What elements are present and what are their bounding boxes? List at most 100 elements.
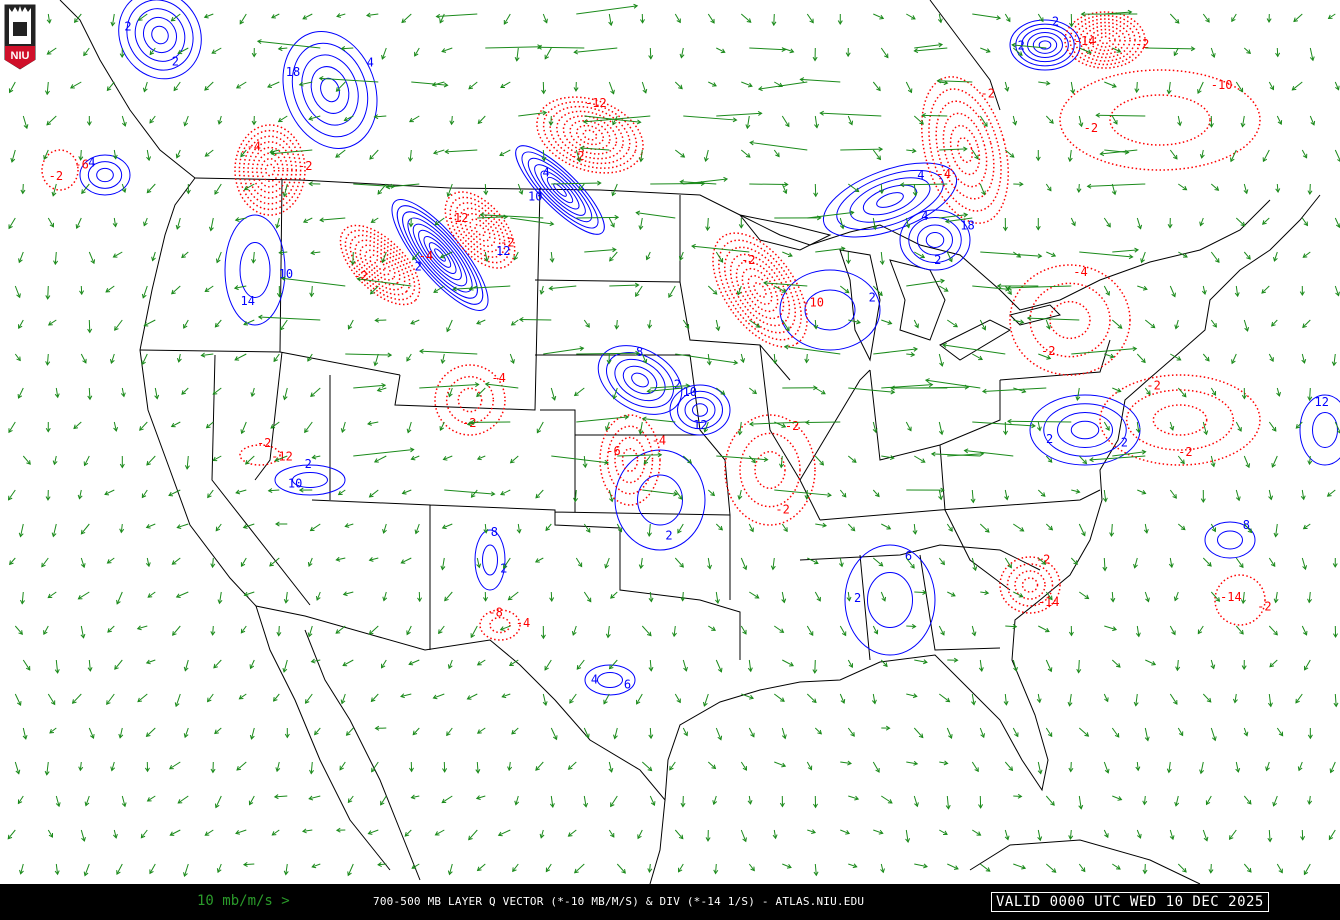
- q-vector-arrow: [1202, 421, 1209, 436]
- positive-contour-label: 14: [240, 294, 254, 308]
- q-vector-arrow: [1045, 523, 1054, 531]
- q-vector-arrow: [137, 693, 148, 703]
- q-vector-arrow: [1004, 149, 1015, 158]
- q-vector-arrow: [204, 81, 214, 91]
- q-vector-arrow: [181, 387, 189, 395]
- negative-contour-group: [1099, 374, 1261, 466]
- q-vector-arrow: [707, 489, 716, 497]
- q-vector-arrow: [881, 319, 893, 325]
- q-vector-arrow: [1210, 591, 1221, 602]
- q-vector-arrow: [945, 795, 951, 810]
- q-vector-arrow: [181, 251, 189, 259]
- positive-contour: [391, 199, 489, 311]
- positive-contour: [224, 214, 286, 326]
- q-vector-arrow: [1136, 353, 1146, 364]
- q-vector-arrow: [365, 12, 379, 18]
- q-vector-arrow: [374, 725, 387, 731]
- q-vector-arrow: [47, 217, 54, 228]
- q-vector-arrow: [1004, 557, 1012, 569]
- positive-contour: [692, 403, 708, 417]
- q-vector-arrow: [112, 251, 123, 258]
- q-vector-arrow: [442, 761, 448, 773]
- q-vector-arrow: [475, 795, 486, 800]
- q-vector-arrow: [183, 115, 189, 127]
- q-vector-arrow: [240, 421, 247, 435]
- negative-contour-label: -2: [49, 169, 63, 183]
- q-vector-arrow: [905, 557, 915, 569]
- q-vector-arrow: [483, 591, 488, 602]
- q-vector-arrow: [1276, 115, 1283, 125]
- q-vector-arrow: [748, 523, 754, 533]
- negative-contour: [449, 196, 511, 264]
- positive-contour: [142, 16, 178, 54]
- q-vector-arrow: [406, 625, 412, 636]
- q-vector-arrow: [972, 421, 1036, 429]
- q-vector-arrow: [283, 863, 289, 876]
- q-vector-arrow: [1309, 115, 1316, 126]
- q-vector-arrow: [1265, 761, 1270, 772]
- negative-contour: [354, 239, 406, 291]
- positive-contour-group: [822, 162, 958, 238]
- q-vector-arrow: [880, 47, 889, 59]
- q-vector-arrow: [1068, 761, 1074, 773]
- q-vector-arrow: [740, 625, 747, 635]
- q-vector-arrow: [1012, 659, 1018, 672]
- q-vector-arrow: [1012, 115, 1018, 126]
- q-vector-arrow: [310, 387, 321, 398]
- positive-contour-group: [79, 154, 131, 196]
- q-vector-arrow: [605, 421, 610, 432]
- q-vector-arrow: [8, 81, 16, 94]
- q-vector-arrow: [584, 247, 617, 253]
- q-vector-arrow: [648, 591, 654, 603]
- q-vector-arrow: [1268, 625, 1278, 636]
- q-vector-arrow: [353, 382, 387, 389]
- q-vector-arrow: [204, 149, 214, 157]
- positive-contour: [1009, 19, 1081, 71]
- q-vector-arrow: [408, 659, 420, 666]
- q-vector-arrow: [401, 13, 412, 24]
- q-vector-arrow: [839, 489, 847, 498]
- q-vector-arrow: [1173, 47, 1179, 57]
- q-vector-arrow: [1036, 421, 1042, 432]
- q-vector-arrow: [1199, 217, 1204, 227]
- negative-contour: [575, 124, 605, 146]
- q-vector-arrow: [1269, 659, 1278, 668]
- positive-contour: [908, 217, 962, 263]
- q-vector-arrow: [573, 47, 618, 55]
- negative-contour: [542, 101, 638, 169]
- q-vector-arrow: [14, 353, 21, 362]
- negative-contour-group: [239, 444, 281, 466]
- negative-contour: [582, 129, 598, 141]
- q-vector-arrow: [1210, 319, 1217, 328]
- q-vector-arrow: [635, 285, 643, 298]
- q-vector-arrow: [1112, 863, 1121, 870]
- q-vector-arrow: [1112, 247, 1139, 253]
- q-vector-arrow: [272, 693, 280, 702]
- q-vector-arrow: [283, 591, 289, 604]
- q-vector-arrow: [1234, 285, 1240, 298]
- q-vector-arrow: [47, 829, 54, 838]
- q-vector-arrow: [243, 591, 255, 597]
- geographic-borders: [59, 0, 1321, 885]
- q-vector-arrow: [1045, 795, 1055, 806]
- q-vector-arrow: [45, 285, 51, 300]
- q-vector-arrow: [1038, 625, 1050, 633]
- q-vector-arrow: [470, 489, 478, 498]
- q-vector-arrow: [406, 353, 412, 362]
- q-vector-arrow: [807, 557, 819, 565]
- negative-contour: [256, 152, 284, 188]
- q-vector-arrow: [938, 557, 945, 566]
- q-vector-arrow: [741, 81, 753, 88]
- positive-contour: [1204, 521, 1256, 559]
- q-vector-arrow: [680, 795, 686, 808]
- q-vector-arrow: [872, 489, 880, 498]
- positive-contour: [804, 289, 856, 331]
- q-vector-arrow: [444, 149, 478, 155]
- q-vector-arrow: [641, 625, 652, 637]
- q-vector-arrow: [145, 727, 156, 738]
- q-vector-arrow: [1334, 149, 1340, 162]
- q-vector-arrow: [141, 489, 148, 499]
- q-vector-arrow: [114, 659, 123, 670]
- q-vector-arrow: [1004, 285, 1012, 295]
- q-vector-arrow: [119, 47, 125, 59]
